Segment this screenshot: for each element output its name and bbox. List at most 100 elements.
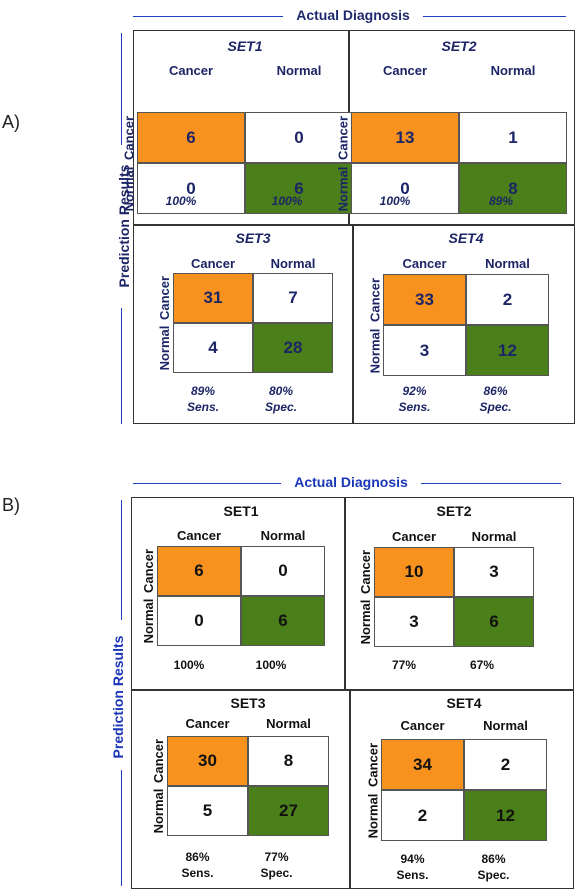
specificity-value: 86% [483, 384, 508, 398]
cell-false-positive: 0 [241, 546, 325, 596]
specificity-label: Spec. [260, 866, 293, 880]
cell-false-negative: 4 [173, 323, 253, 373]
cell-true-positive: 34 [381, 739, 464, 790]
actual-diagnosis-title: Actual Diagnosis [296, 7, 410, 23]
cell-true-positive: 31 [173, 273, 253, 323]
cell-false-negative: 0 [137, 163, 245, 214]
panel-a-label: A) [2, 112, 20, 132]
specificity-value: 80% [268, 384, 294, 398]
cell-true-negative: 28 [253, 323, 333, 373]
actual-axis-line-left [133, 483, 281, 484]
sensitivity-block: 89% Sens. [163, 383, 243, 415]
row-header-cancer: Cancer [151, 738, 166, 784]
cell-false-positive: 2 [466, 274, 549, 325]
set-title: SET1 [223, 503, 259, 519]
column-header-cancer: Cancer [168, 63, 214, 78]
specificity-value: 100% [255, 658, 287, 672]
specificity-value: 77% [264, 850, 289, 864]
column-header-cancer: Cancer [400, 718, 445, 733]
cell-true-positive: 30 [167, 736, 248, 786]
column-header-cancer: Cancer [185, 716, 230, 731]
column-header-cancer: Cancer [382, 63, 428, 78]
matrix-grid-divider-v1 [344, 497, 346, 690]
cell-true-positive: 6 [157, 546, 241, 596]
sensitivity-value: 92% [402, 384, 427, 398]
row-header-cancer: Cancer [335, 115, 350, 160]
matrix-grid-divider-h [133, 224, 575, 226]
specificity-block: 86% Spec. [454, 383, 537, 415]
row-header-normal: Normal [367, 328, 382, 373]
row-header-cancer: Cancer [121, 115, 136, 160]
column-header-normal: Normal [485, 256, 530, 271]
column-header-cancer: Cancer [190, 256, 236, 271]
prediction-axis-line-top [121, 33, 122, 145]
matrix-grid-outer [131, 497, 574, 889]
sensitivity-label: Sens. [186, 400, 219, 414]
sensitivity-block: 86% Sens. [157, 849, 238, 881]
sensitivity-value: 77% [391, 658, 417, 672]
sensitivity-label: Sens. [181, 866, 214, 880]
cell-true-negative: 8 [459, 163, 567, 214]
specificity-value: 100% [271, 194, 303, 208]
row-header-normal: Normal [157, 325, 172, 371]
set-title: SET2 [441, 38, 477, 54]
row-header-normal: Normal [358, 599, 373, 645]
cell-false-positive: 3 [454, 547, 534, 597]
set-title: SET4 [446, 695, 482, 711]
cell-false-negative: 5 [167, 786, 248, 836]
column-header-cancer: Cancer [402, 256, 447, 271]
panel-b-label: B) [2, 495, 20, 515]
cell-false-negative: 2 [381, 790, 464, 841]
cell-true-negative: 6 [454, 597, 534, 647]
sensitivity-block: 77% [364, 657, 444, 673]
cell-true-negative: 27 [248, 786, 329, 836]
sensitivity-block: 100% [147, 657, 231, 673]
column-header-normal: Normal [483, 718, 528, 733]
row-header-normal: Normal [151, 788, 166, 834]
prediction-axis-line-bottom [121, 308, 122, 424]
specificity-label: Spec. [264, 400, 297, 414]
specificity-value: 89% [488, 194, 514, 208]
prediction-axis-line-bottom [121, 770, 122, 886]
row-header-cancer: Cancer [141, 548, 156, 594]
cell-true-positive: 13 [351, 112, 459, 163]
matrix-grid-divider-v2 [349, 689, 351, 889]
specificity-label: Spec. [479, 400, 512, 414]
column-header-cancer: Cancer [176, 528, 222, 543]
column-header-normal: Normal [266, 716, 311, 731]
sensitivity-label: Sens. [396, 868, 429, 882]
cell-false-positive: 7 [253, 273, 333, 323]
row-header-normal: Normal [365, 793, 380, 838]
row-header-cancer: Cancer [157, 275, 172, 321]
cell-true-negative: 12 [464, 790, 547, 841]
cell-true-positive: 10 [374, 547, 454, 597]
sensitivity-block: 92% Sens. [373, 383, 456, 415]
column-header-normal: Normal [471, 529, 517, 544]
matrix-grid-divider-v2 [352, 225, 354, 424]
actual-axis-line-left [133, 16, 283, 17]
actual-axis-line-right [423, 16, 566, 17]
actual-diagnosis-title: Actual Diagnosis [294, 474, 408, 490]
column-header-normal: Normal [276, 63, 322, 78]
cell-false-positive: 8 [248, 736, 329, 786]
sensitivity-block: 100% [127, 193, 235, 209]
column-header-cancer: Cancer [391, 529, 437, 544]
specificity-value: 86% [481, 852, 506, 866]
specificity-block: 89% [447, 193, 555, 209]
cell-false-negative: 0 [351, 163, 459, 214]
sensitivity-label: Sens. [398, 400, 431, 414]
matrix-grid-divider-h [131, 689, 574, 691]
cell-true-positive: 6 [137, 112, 245, 163]
cell-false-positive: 2 [464, 739, 547, 790]
specificity-block: 100% [229, 657, 313, 673]
sensitivity-value: 100% [173, 658, 205, 672]
prediction-axis-line-top [121, 500, 122, 620]
cell-false-negative: 3 [374, 597, 454, 647]
specificity-block: 80% Spec. [241, 383, 321, 415]
sensitivity-value: 100% [165, 194, 197, 208]
cell-false-negative: 0 [157, 596, 241, 646]
cell-false-positive: 1 [459, 112, 567, 163]
column-header-normal: Normal [490, 63, 536, 78]
prediction-results-title: Prediction Results [110, 635, 126, 759]
panel-b: B) Actual Diagnosis Prediction Results S… [0, 460, 580, 896]
